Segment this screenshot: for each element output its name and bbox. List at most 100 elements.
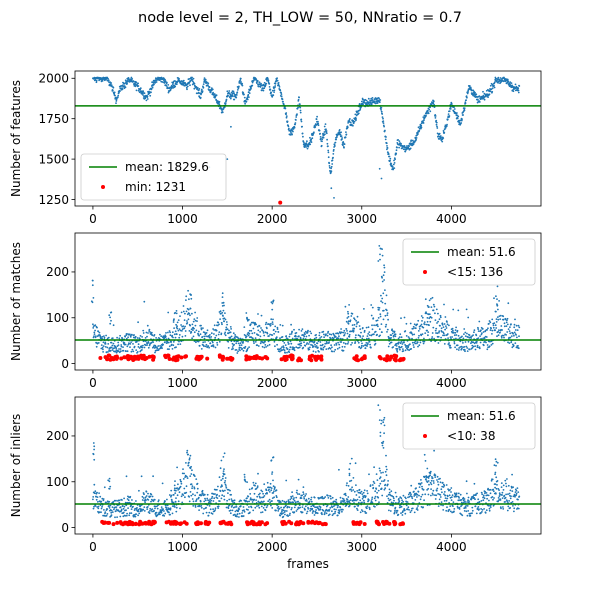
chart2-point <box>357 504 360 507</box>
chart2-point <box>294 501 297 504</box>
chart1-point <box>113 347 116 349</box>
chart1-point <box>500 336 503 339</box>
chart1-point <box>128 333 131 336</box>
chart2-point <box>492 490 495 493</box>
chart1-point <box>496 304 499 307</box>
chart1-point <box>403 341 405 344</box>
chart2-point <box>246 500 249 503</box>
chart1-point <box>462 342 464 344</box>
chart0-point <box>257 85 260 88</box>
chart1-point <box>428 324 430 327</box>
chart2-point <box>191 487 194 490</box>
chart1-point <box>312 350 315 353</box>
chart0-point <box>352 124 354 127</box>
chart1-point <box>387 345 390 348</box>
chart2-point <box>416 496 418 498</box>
chart1-point <box>504 318 507 321</box>
chart2-point <box>422 488 425 491</box>
chart2-point <box>336 514 339 517</box>
chart0-point <box>207 82 210 85</box>
chart2-point <box>350 457 353 460</box>
chart1-point <box>199 333 202 336</box>
chart2-point <box>439 481 442 484</box>
chart1-point <box>137 321 140 324</box>
chart1-point <box>278 348 281 351</box>
chart1-point <box>196 320 198 322</box>
chart0-point <box>258 81 261 84</box>
chart1-point <box>485 341 487 344</box>
chart2-point <box>185 485 188 488</box>
chart2-point <box>123 497 125 500</box>
chart1-point <box>433 305 436 308</box>
chart1-highlight-point <box>257 356 262 360</box>
chart0-point <box>189 84 191 87</box>
chart1-point <box>221 323 223 326</box>
chart2-point <box>465 505 467 507</box>
chart1-point <box>237 350 240 353</box>
chart0-point <box>325 132 328 135</box>
chart2-point <box>310 500 313 503</box>
chart1-point <box>209 334 211 336</box>
chart1-point <box>203 335 206 338</box>
chart1-point <box>479 335 481 337</box>
chart2-point <box>255 487 258 490</box>
chart2-point <box>232 499 234 502</box>
chart2-point <box>491 478 494 481</box>
chart2-point <box>332 505 335 508</box>
chart2-point <box>188 500 191 503</box>
chart1-point <box>409 343 411 346</box>
chart0-point <box>162 81 165 83</box>
chart2-point <box>338 468 340 471</box>
chart1-point <box>405 335 408 337</box>
chart0-point <box>230 91 233 94</box>
chart2-point <box>359 492 362 495</box>
chart1-point <box>385 309 388 312</box>
chart1-point <box>155 349 158 352</box>
chart2-point <box>293 511 296 514</box>
chart1-point <box>400 345 403 348</box>
chart2-point <box>216 488 218 491</box>
chart0-point <box>318 129 321 132</box>
chart1-point <box>372 317 375 320</box>
chart0-point <box>192 80 194 83</box>
chart0-point <box>447 113 450 115</box>
chart1-point <box>508 342 511 344</box>
chart1-point <box>249 323 252 326</box>
chart2-point <box>400 512 402 514</box>
chart1-point <box>136 337 139 339</box>
chart0-point <box>320 144 323 147</box>
chart1-point <box>458 337 461 339</box>
chart1-point <box>399 333 402 336</box>
chart1-point <box>167 331 169 334</box>
chart2-point <box>242 515 245 517</box>
chart2-point <box>296 493 299 495</box>
chart2-point <box>410 493 412 496</box>
chart2-point <box>123 505 126 508</box>
chart1-point <box>302 346 305 349</box>
chart0-point <box>334 141 337 144</box>
chart0-point <box>449 106 452 108</box>
chart2-point <box>308 500 311 503</box>
chart2-point <box>291 507 293 509</box>
chart1-point <box>330 333 333 336</box>
chart0-point <box>409 143 412 146</box>
chart1-point <box>102 348 104 351</box>
chart2-point <box>388 488 391 491</box>
chart1-point <box>410 332 413 335</box>
chart2-point <box>296 489 298 492</box>
chart0-point <box>165 84 168 87</box>
chart1-point <box>180 311 183 314</box>
chart1-point <box>256 325 259 328</box>
chart2-point <box>311 512 314 514</box>
chart1-point <box>514 342 517 344</box>
chart2-point <box>434 476 437 478</box>
chart2-point <box>274 486 276 489</box>
chart2-point <box>138 489 140 492</box>
chart2-point <box>478 508 480 511</box>
chart2-point <box>450 487 453 489</box>
chart1-point <box>172 336 174 339</box>
chart1-highlight-point <box>140 356 145 361</box>
chart1-point <box>513 326 516 329</box>
chart2-point <box>355 484 357 486</box>
